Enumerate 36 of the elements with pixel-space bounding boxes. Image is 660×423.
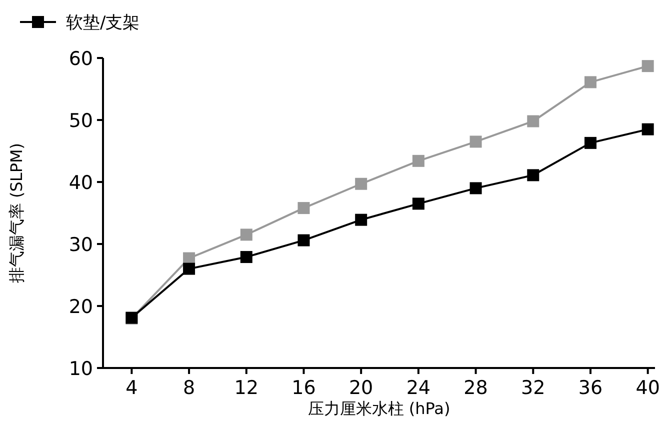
point	[240, 251, 252, 264]
point	[642, 123, 654, 136]
point	[470, 182, 482, 194]
x-tick-label: 32	[521, 377, 546, 399]
x-tick-label: 16	[292, 377, 316, 399]
x-axis-title: 压力厘米水柱 (hPa)	[308, 399, 450, 418]
point	[527, 115, 540, 128]
y-axis-title: 排气漏气率 (SLPM)	[7, 142, 26, 284]
x-tick-label: 36	[578, 377, 603, 399]
x-tick-label: 20	[348, 377, 374, 399]
point	[355, 178, 368, 190]
y-tick-label: 60	[68, 48, 93, 70]
y-tick-label: 40	[68, 172, 93, 194]
x-tick-label: 24	[406, 377, 431, 399]
point	[470, 136, 482, 148]
point	[183, 262, 196, 275]
x-tick-label: 40	[636, 377, 660, 399]
x-tick-label: 8	[182, 377, 196, 399]
x-tick-label: 28	[464, 377, 488, 399]
point	[298, 202, 310, 214]
y-tick-label: 30	[68, 234, 93, 256]
point	[584, 76, 596, 88]
y-tick-label: 50	[68, 110, 93, 132]
y-tick-label: 10	[68, 358, 93, 380]
y-tick-label: 20	[68, 296, 93, 318]
legend-label: 软垫/支架	[66, 13, 140, 33]
point	[642, 60, 654, 72]
x-tick-label: 12	[234, 377, 258, 399]
x-tick-label: 4	[126, 377, 138, 399]
point	[527, 169, 540, 182]
point	[584, 136, 596, 149]
point	[412, 198, 424, 210]
point	[240, 228, 252, 241]
point	[298, 234, 310, 246]
point	[355, 214, 368, 226]
point	[412, 154, 424, 167]
